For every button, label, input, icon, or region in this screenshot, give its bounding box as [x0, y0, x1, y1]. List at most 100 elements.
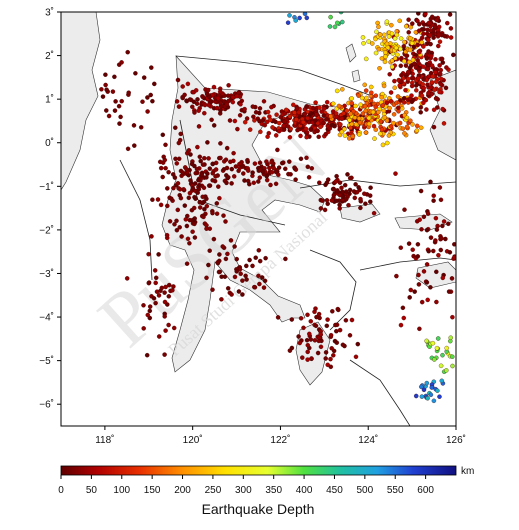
earthquake-point — [294, 117, 299, 122]
earthquake-point — [374, 29, 379, 35]
earthquake-point — [334, 328, 339, 334]
earthquake-point — [415, 242, 421, 247]
earthquake-point — [405, 76, 411, 82]
earthquake-point — [162, 314, 167, 319]
earthquake-point — [317, 180, 322, 185]
earthquake-point — [229, 292, 234, 297]
earthquake-point — [368, 185, 373, 190]
earthquake-point — [298, 316, 304, 321]
makassar-strait-fault — [119, 159, 153, 281]
earthquake-point — [149, 65, 154, 70]
earthquake-point — [226, 83, 231, 88]
earthquake-point — [324, 198, 330, 203]
earthquake-point — [414, 123, 420, 129]
earthquake-point — [321, 120, 326, 126]
earthquake-point — [190, 229, 195, 234]
earthquake-point — [373, 127, 379, 132]
earthquake-point — [211, 236, 217, 242]
earthquake-point — [125, 146, 131, 152]
earthquake-point — [413, 83, 419, 88]
earthquake-point — [116, 103, 122, 109]
earthquake-point — [214, 211, 220, 216]
earthquake-point — [380, 103, 386, 108]
earthquake-point — [440, 223, 445, 229]
earthquake-point — [186, 148, 192, 153]
earthquake-point — [371, 123, 377, 129]
earthquake-point — [104, 87, 109, 92]
colorbar-tick-label: 350 — [265, 485, 282, 496]
earthquake-point — [336, 307, 341, 313]
earthquake-point — [166, 282, 172, 288]
earthquake-point — [403, 63, 409, 68]
earthquake-point — [436, 32, 442, 38]
earthquake-point — [117, 121, 122, 126]
earthquake-point — [315, 350, 321, 356]
earthquake-point — [192, 221, 197, 227]
earthquake-point — [424, 56, 430, 61]
earthquake-point — [230, 99, 236, 105]
earthquake-point — [193, 170, 198, 176]
earthquake-point — [273, 133, 279, 138]
earthquake-point — [187, 217, 193, 223]
earthquake-point — [171, 284, 176, 289]
earthquake-point — [116, 62, 122, 67]
earthquake-point — [112, 108, 118, 113]
earthquake-point — [437, 89, 442, 95]
earthquake-point — [426, 37, 431, 43]
earthquake-point — [141, 303, 146, 308]
earthquake-point — [388, 90, 394, 95]
earthquake-point — [160, 174, 165, 180]
earthquake-point — [283, 166, 288, 172]
lat-tick-label: 1˚ — [45, 94, 54, 106]
earthquake-point — [287, 114, 293, 119]
earthquake-point — [304, 155, 309, 161]
earthquake-point — [409, 99, 415, 105]
earthquake-point — [447, 12, 453, 17]
earthquake-point — [218, 108, 223, 113]
earthquake-point — [305, 357, 310, 362]
earthquake-point — [247, 127, 253, 132]
earthquake-point — [401, 58, 407, 64]
earthquake-point — [223, 219, 228, 224]
earthquake-point — [392, 56, 398, 61]
earthquake-point — [204, 203, 210, 209]
earthquake-point — [257, 106, 263, 111]
earthquake-point — [384, 140, 390, 146]
earthquake-point — [387, 105, 392, 111]
earthquake-point — [409, 75, 415, 81]
earthquake-point — [424, 380, 430, 386]
earthquake-point — [439, 378, 445, 384]
earthquake-point — [292, 165, 297, 170]
earthquake-point — [201, 185, 207, 191]
earthquake-point — [158, 165, 164, 171]
earthquake-point — [339, 185, 344, 191]
earthquake-point — [370, 109, 376, 115]
earthquake-point — [151, 296, 157, 301]
earthquake-point — [306, 175, 312, 180]
earthquake-point — [332, 338, 338, 344]
earthquake-point — [349, 100, 355, 106]
earthquake-point — [206, 262, 211, 268]
earthquake-point — [145, 109, 150, 114]
earthquake-point — [431, 124, 437, 130]
earthquake-point — [439, 236, 444, 241]
earthquake-point — [242, 178, 247, 183]
earthquake-point — [428, 392, 434, 398]
earthquake-point — [416, 60, 421, 66]
earthquake-point — [125, 49, 130, 55]
earthquake-point — [228, 238, 234, 243]
earthquake-point — [409, 40, 415, 46]
earthquake-point — [350, 134, 356, 139]
earthquake-point — [339, 116, 345, 121]
earthquake-point — [216, 184, 221, 189]
earthquake-point — [416, 66, 421, 72]
earthquake-point — [252, 161, 258, 166]
earthquake-point — [452, 242, 456, 247]
earthquake-point — [347, 136, 352, 141]
earthquake-point — [362, 191, 367, 196]
lat-tick-label: 2˚ — [45, 50, 54, 62]
earthquake-point — [389, 31, 395, 36]
earthquake-point — [323, 356, 328, 361]
earthquake-point — [305, 349, 310, 355]
earthquake-point — [229, 166, 235, 172]
